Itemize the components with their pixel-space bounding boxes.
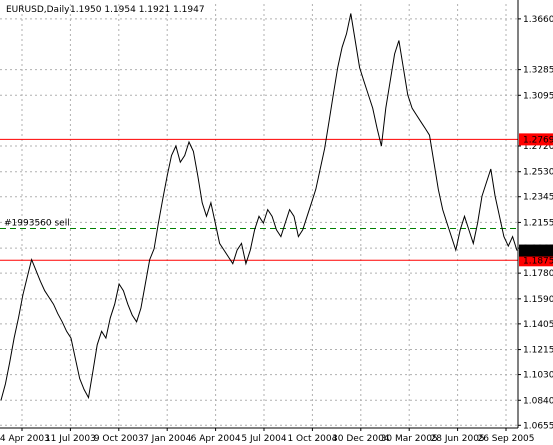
- quote-values: 1.1950 1.1954 1.1921 1.1947: [70, 5, 205, 15]
- level-price-badge: [519, 254, 553, 267]
- x-tick-label: 1 Oct 2004: [287, 434, 337, 444]
- y-tick-label: 1.3660: [523, 15, 553, 25]
- x-tick-label: 30 Mar 2005: [381, 434, 438, 444]
- current-price-badge: [519, 244, 553, 257]
- y-tick-label: 1.3095: [523, 91, 553, 101]
- y-tick-label: 1.1405: [523, 320, 553, 330]
- y-tick-label: 1.0840: [523, 396, 553, 406]
- y-tick-label: 1.1030: [523, 371, 553, 381]
- y-tick-label: 1.3285: [523, 66, 553, 76]
- x-tick-label: 5 Jul 2004: [241, 434, 286, 444]
- symbol-title: EURUSD,Daily: [6, 5, 70, 15]
- y-tick-label: 1.2345: [523, 193, 553, 203]
- level-price-badge: [519, 133, 553, 146]
- y-tick-label: 1.1215: [523, 346, 553, 356]
- x-tick-label: 30 Dec 2004: [332, 434, 390, 444]
- y-tick-label: 1.2720: [523, 142, 553, 152]
- y-tick-label: 1.1590: [523, 295, 553, 305]
- x-tick-label: 6 Apr 2004: [191, 434, 241, 444]
- x-tick-label: 7 Jan 2004: [143, 434, 191, 444]
- current-price-label: 1.1947: [523, 247, 553, 257]
- price-series: [0, 13, 518, 401]
- order-label: #1993560 sell: [4, 219, 70, 229]
- x-tick-label: 14 Apr 2003: [0, 434, 50, 444]
- level-price-label: 1.1875: [523, 256, 553, 266]
- x-tick-label: 11 Jul 2003: [45, 434, 96, 444]
- y-tick-label: 1.0655: [523, 421, 553, 431]
- price-labels: 1.2769 1.1875 #1993560 sell 1.1947: [4, 133, 553, 267]
- y-tick-label: 1.2530: [523, 168, 553, 178]
- x-tick-label: 9 Oct 2003: [94, 434, 144, 444]
- y-tick-label: 1.1780: [523, 269, 553, 279]
- horizontal-levels[interactable]: [0, 138, 518, 261]
- price-line: [0, 13, 518, 401]
- level-price-label: 1.2769: [523, 135, 553, 145]
- x-tick-label: 26 Sep 2005: [477, 434, 534, 444]
- x-tick-label: 28 Jun 2005: [431, 434, 485, 444]
- y-tick-label: 1.2155: [523, 218, 553, 228]
